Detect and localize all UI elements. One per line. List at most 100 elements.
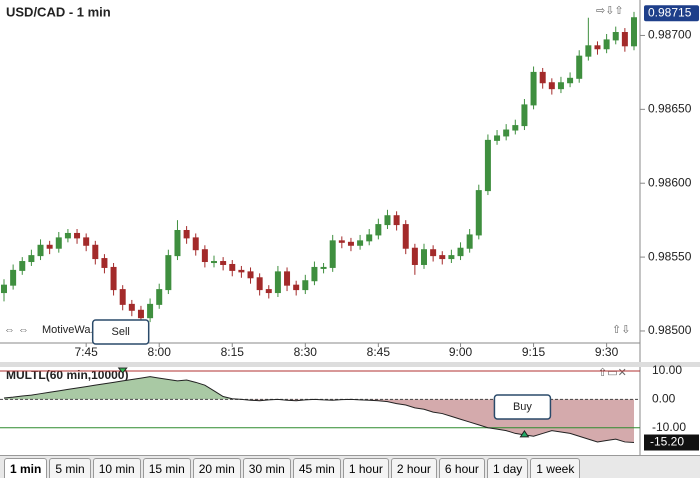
signal-marker xyxy=(117,367,128,374)
candle-body xyxy=(83,237,90,246)
chart: USD/CAD - 1 min MotiveWa... ⇔ ⇔ MULTL(60… xyxy=(0,0,700,455)
candle-body xyxy=(28,255,35,263)
x-tick-label: 7:45 xyxy=(74,345,98,359)
candle-body xyxy=(567,77,574,84)
y-tick-label: 0.98700 xyxy=(648,28,692,42)
indicator-title: MULTL(60 min,10000) xyxy=(6,368,128,382)
pane-controls[interactable]: ⇨⇩⇧ xyxy=(596,5,624,17)
y-tick-label: -10.00 xyxy=(652,420,686,434)
candle-body xyxy=(585,45,592,57)
timeframe-tab[interactable]: 30 min xyxy=(242,458,291,478)
candle-body xyxy=(503,129,510,137)
candle-body xyxy=(430,249,437,257)
candle-body xyxy=(46,244,53,249)
candle-body xyxy=(192,237,199,251)
timeframe-tab[interactable]: 20 min xyxy=(192,458,241,478)
candle-body xyxy=(603,39,610,50)
candle-body xyxy=(55,237,62,249)
candle-body xyxy=(375,224,382,236)
candle-body xyxy=(10,269,17,286)
candle-body xyxy=(393,215,400,226)
candle-body xyxy=(101,258,108,268)
candle-body xyxy=(247,271,254,279)
candle-body xyxy=(357,240,364,246)
candle-body xyxy=(576,55,583,79)
candle-body xyxy=(229,263,236,271)
candle-body xyxy=(211,261,217,264)
y-tick-label: 0.00 xyxy=(652,392,676,406)
y-tick-label: 0.98500 xyxy=(648,323,692,337)
x-tick-label: 8:30 xyxy=(294,345,318,359)
candle-body xyxy=(448,255,455,260)
pane-controls[interactable]: ⇧▭✕ xyxy=(598,367,627,379)
candle-body xyxy=(110,266,117,291)
candle-body xyxy=(201,249,208,263)
timeframe-tab[interactable]: 15 min xyxy=(142,458,191,478)
timeframe-tab[interactable]: 6 hour xyxy=(438,458,485,478)
timeframe-tab[interactable]: 2 hour xyxy=(390,458,437,478)
last-value-label: -15.20 xyxy=(650,435,684,449)
candle-body xyxy=(37,244,44,257)
y-tick-label: 0.98600 xyxy=(648,175,692,189)
candle-body xyxy=(631,17,637,47)
timeframe-tab[interactable]: 5 min xyxy=(49,458,91,478)
x-tick-label: 8:00 xyxy=(148,345,172,359)
candle-body xyxy=(439,255,446,260)
background xyxy=(0,0,700,455)
candle-body xyxy=(147,303,154,319)
candle-body xyxy=(512,125,519,131)
pane-controls[interactable]: ⇧⇩ xyxy=(612,324,630,336)
candle-body xyxy=(128,303,135,311)
candle-body xyxy=(466,234,473,249)
candle-body xyxy=(302,280,309,291)
candle-body xyxy=(548,82,555,90)
y-tick-label: 0.98550 xyxy=(648,249,692,263)
timeframe-tab[interactable]: 1 min xyxy=(4,458,48,478)
timeframe-tab[interactable]: 1 day xyxy=(486,458,529,478)
timeframe-tab[interactable]: 1 hour xyxy=(342,458,389,478)
candle-body xyxy=(329,240,336,268)
candle-body xyxy=(594,45,601,50)
candle-body xyxy=(484,139,491,192)
candle-body xyxy=(174,229,181,257)
candle-body xyxy=(165,255,172,291)
callout-label: Sell xyxy=(112,326,130,338)
x-tick-label: 9:00 xyxy=(449,345,473,359)
timeframe-tab[interactable]: 10 min xyxy=(92,458,141,478)
candle-body xyxy=(366,234,373,242)
candle-body xyxy=(621,32,628,47)
x-tick-label: 9:15 xyxy=(522,345,546,359)
candle-body xyxy=(238,269,245,273)
candle-body xyxy=(530,71,537,106)
candle-body xyxy=(347,241,354,246)
candle-body xyxy=(402,224,409,249)
candle-body xyxy=(220,261,227,265)
x-tick-label: 8:45 xyxy=(367,345,391,359)
candle-body xyxy=(1,284,7,294)
last-price-label: 0.98715 xyxy=(648,5,692,19)
candle-body xyxy=(119,289,126,305)
timeframe-bar: 1 min 5 min 10 min 15 min 20 min 30 min 45 min… xyxy=(0,455,700,478)
candle-body xyxy=(183,229,190,239)
x-tick-label: 8:15 xyxy=(221,345,245,359)
y-tick-label: 0.98650 xyxy=(648,102,692,116)
watermark: MotiveWa... xyxy=(42,324,100,336)
candle-body xyxy=(156,289,163,305)
candle-body xyxy=(320,266,327,269)
candle-body xyxy=(137,309,144,319)
x-tick-label: 9:30 xyxy=(595,345,619,359)
signal-marker xyxy=(519,429,530,438)
nav-icons[interactable]: ⇔ ⇔ xyxy=(4,324,29,336)
pane-divider xyxy=(0,362,700,367)
candle-body xyxy=(74,232,81,239)
candle-body xyxy=(19,261,26,271)
candle-body xyxy=(384,215,391,226)
candle-body xyxy=(411,247,418,265)
timeframe-tab[interactable]: 1 week xyxy=(530,458,581,478)
timeframe-tab[interactable]: 45 min xyxy=(292,458,341,478)
candle-body xyxy=(457,247,464,257)
callout xyxy=(493,394,552,420)
last-price-box xyxy=(644,5,699,22)
candle-body xyxy=(557,82,564,90)
